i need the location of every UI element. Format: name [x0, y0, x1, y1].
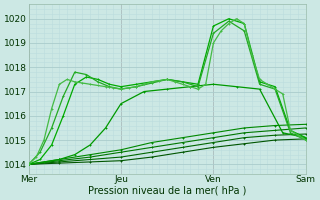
X-axis label: Pression niveau de la mer( hPa ): Pression niveau de la mer( hPa )	[88, 186, 246, 196]
